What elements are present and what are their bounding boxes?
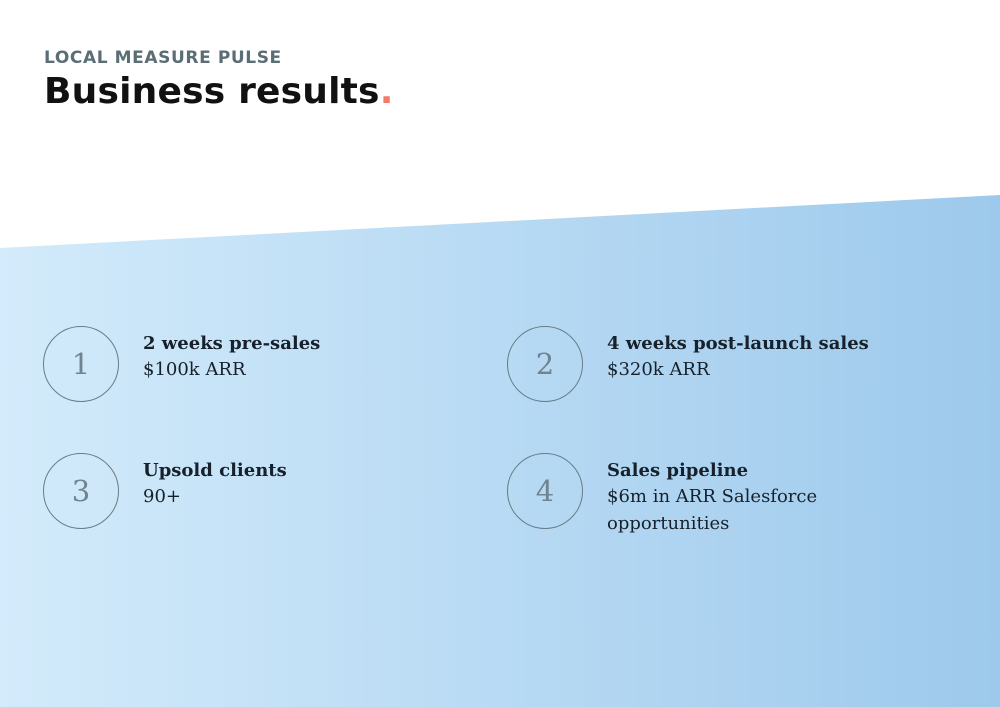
stat-number: 4 (535, 474, 555, 508)
stat-item: 2 4 weeks post-launch sales $320k ARR (507, 326, 887, 402)
stat-number-circle: 3 (43, 453, 119, 529)
stat-text: 4 weeks post-launch sales $320k ARR (607, 331, 887, 383)
title-accent-dot: . (379, 71, 394, 112)
stat-value: $100k ARR (143, 359, 246, 380)
background-band-shape (0, 195, 1000, 707)
stat-number-circle: 2 (507, 326, 583, 402)
stat-item: 1 2 weeks pre-sales $100k ARR (43, 326, 383, 402)
stat-value: 90+ (143, 486, 181, 507)
eyebrow-label: LOCAL MEASURE PULSE (44, 48, 282, 68)
stat-number-circle: 4 (507, 453, 583, 529)
page-title: Business results (44, 71, 380, 112)
stat-value: $6m in ARR Salesforce opportunities (607, 486, 818, 534)
stat-title: 2 weeks pre-sales (143, 333, 321, 354)
stat-title: Upsold clients (143, 460, 287, 481)
stat-item: 3 Upsold clients 90+ (43, 453, 383, 529)
slide-header: LOCAL MEASURE PULSE Business results. (44, 46, 393, 114)
stat-text: 2 weeks pre-sales $100k ARR (143, 331, 383, 383)
stat-item: 4 Sales pipeline $6m in ARR Salesforce o… (507, 453, 887, 537)
stat-text: Upsold clients 90+ (143, 458, 383, 510)
stat-number: 2 (535, 347, 555, 381)
stat-number: 3 (71, 474, 91, 508)
stat-number-circle: 1 (43, 326, 119, 402)
stat-title: Sales pipeline (607, 460, 749, 481)
stat-value: $320k ARR (607, 359, 710, 380)
stat-title: 4 weeks post-launch sales (607, 333, 869, 354)
stat-number: 1 (71, 347, 91, 381)
title-row: Business results. (44, 70, 393, 114)
stat-text: Sales pipeline $6m in ARR Salesforce opp… (607, 458, 887, 537)
